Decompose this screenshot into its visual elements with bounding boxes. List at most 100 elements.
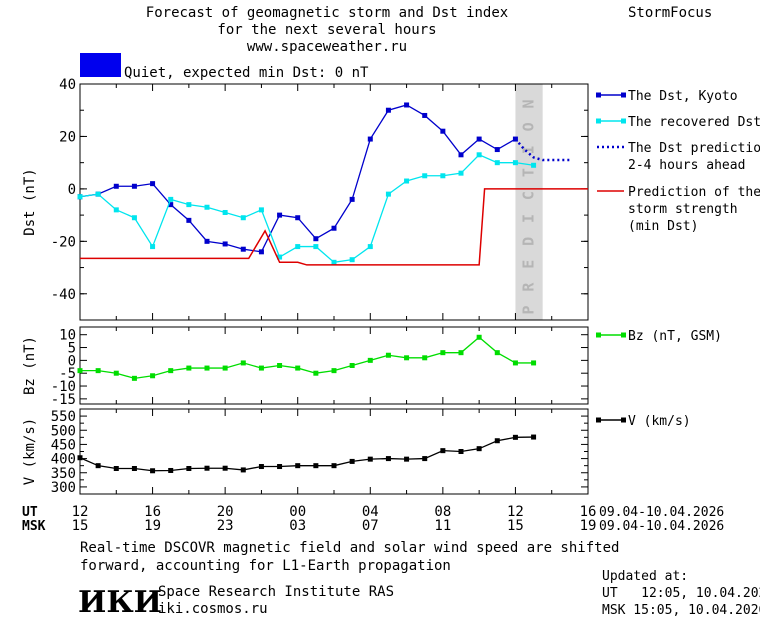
data-point xyxy=(168,196,174,202)
series-line xyxy=(80,336,534,379)
y-tick-label: 0 xyxy=(68,182,76,198)
data-point xyxy=(295,215,301,221)
prediction-letter: R xyxy=(520,282,538,292)
legend-item: Prediction of the storm strength (min Dst) xyxy=(597,185,760,234)
data-point xyxy=(494,438,500,444)
ut-tick-label: 20 xyxy=(217,504,234,520)
legend-label: (min Dst) xyxy=(628,219,698,234)
data-point xyxy=(422,173,428,179)
data-point xyxy=(95,463,101,469)
data-point xyxy=(313,370,319,376)
data-point xyxy=(168,368,174,374)
iki-logo-text: ИКИ xyxy=(78,585,162,620)
data-point xyxy=(240,467,246,473)
data-point xyxy=(77,194,83,200)
data-point xyxy=(313,236,319,242)
y-tick-label: 550 xyxy=(51,409,76,425)
ut-tick-label: 08 xyxy=(434,504,451,520)
ut-tick-label: 04 xyxy=(362,504,379,520)
prediction-letter: D xyxy=(520,237,538,246)
data-point xyxy=(258,464,264,470)
chart-title-line1: Forecast of geomagnetic storm and Dst in… xyxy=(146,5,508,21)
legend-marker xyxy=(596,118,601,124)
data-point xyxy=(458,170,464,176)
legend-marker xyxy=(596,92,601,98)
data-point xyxy=(168,202,174,208)
ut-tick-label: 16 xyxy=(144,504,161,520)
data-point xyxy=(113,183,119,189)
updated-label: Updated at: xyxy=(602,569,688,584)
data-point xyxy=(295,365,301,371)
data-point xyxy=(204,465,210,471)
y-axis-label: V (km/s) xyxy=(22,418,38,485)
data-point xyxy=(385,352,391,358)
data-point xyxy=(204,204,210,210)
speed-legend: V (km/s) xyxy=(596,414,691,429)
legend-label: V (km/s) xyxy=(628,414,691,429)
data-point xyxy=(440,128,446,134)
prediction-letter: N xyxy=(520,99,538,108)
data-point xyxy=(295,463,301,469)
msk-date-range: 09.04-10.04.2026 xyxy=(599,519,724,534)
data-point xyxy=(150,468,156,474)
panel-frame xyxy=(79,326,589,405)
data-point xyxy=(476,136,482,142)
data-point xyxy=(385,191,391,197)
legend-label: The Dst prediction xyxy=(628,141,760,156)
data-point xyxy=(131,215,137,221)
legend-marker xyxy=(621,417,626,423)
legend-item: The recovered Dst xyxy=(596,115,760,130)
msk-tick-label: 11 xyxy=(434,518,451,534)
data-point xyxy=(458,449,464,454)
data-point xyxy=(240,246,246,252)
data-point xyxy=(258,365,264,371)
data-point xyxy=(277,254,283,260)
data-point xyxy=(186,466,192,471)
y-tick-label: 350 xyxy=(51,466,76,482)
data-point xyxy=(367,357,373,363)
data-point xyxy=(150,181,156,187)
data-point xyxy=(476,334,482,340)
status-text: Quiet, expected min Dst: 0 nT xyxy=(124,65,369,81)
msk-tick-label: 19 xyxy=(580,518,597,534)
data-point xyxy=(367,244,373,250)
data-point xyxy=(95,191,101,197)
legend-marker xyxy=(621,332,626,338)
brand-name: StormFocus xyxy=(628,5,712,21)
y-tick-label: 5 xyxy=(68,341,76,357)
data-point xyxy=(222,465,228,471)
data-point xyxy=(440,173,446,179)
y-tick-label: 400 xyxy=(51,452,76,468)
legend-label: The recovered Dst xyxy=(628,115,760,130)
footer-note-line2: forward, accounting for L1-Earth propaga… xyxy=(80,558,451,574)
data-point xyxy=(77,455,83,461)
status-color-swatch xyxy=(80,53,121,77)
data-point xyxy=(404,456,410,462)
data-point xyxy=(131,183,137,189)
series-line xyxy=(80,188,588,266)
msk-axis-label: MSK xyxy=(22,519,46,534)
legend-item: The Dst, Kyoto xyxy=(596,89,738,104)
data-point xyxy=(295,244,301,250)
institute-name: Space Research Institute RAS xyxy=(158,584,394,600)
data-point xyxy=(458,350,464,356)
ut-tick-label: 16 xyxy=(580,504,597,520)
legend-marker xyxy=(621,118,626,124)
data-point xyxy=(458,152,464,158)
source-url: www.spaceweather.ru xyxy=(247,39,407,55)
legend-label: 2-4 hours ahead xyxy=(628,158,745,173)
ut-date-range: 09.04-10.04.2026 xyxy=(599,505,724,520)
data-point xyxy=(367,456,373,462)
data-point xyxy=(313,463,319,469)
data-point xyxy=(404,178,410,184)
data-point xyxy=(349,196,355,202)
data-point xyxy=(258,207,264,213)
institute-site: iki.cosmos.ru xyxy=(158,601,268,617)
y-tick-label: 450 xyxy=(51,437,76,453)
data-point xyxy=(331,463,337,469)
series-line xyxy=(79,104,516,253)
data-point xyxy=(385,107,391,113)
ut-axis-label: UT xyxy=(22,505,38,520)
